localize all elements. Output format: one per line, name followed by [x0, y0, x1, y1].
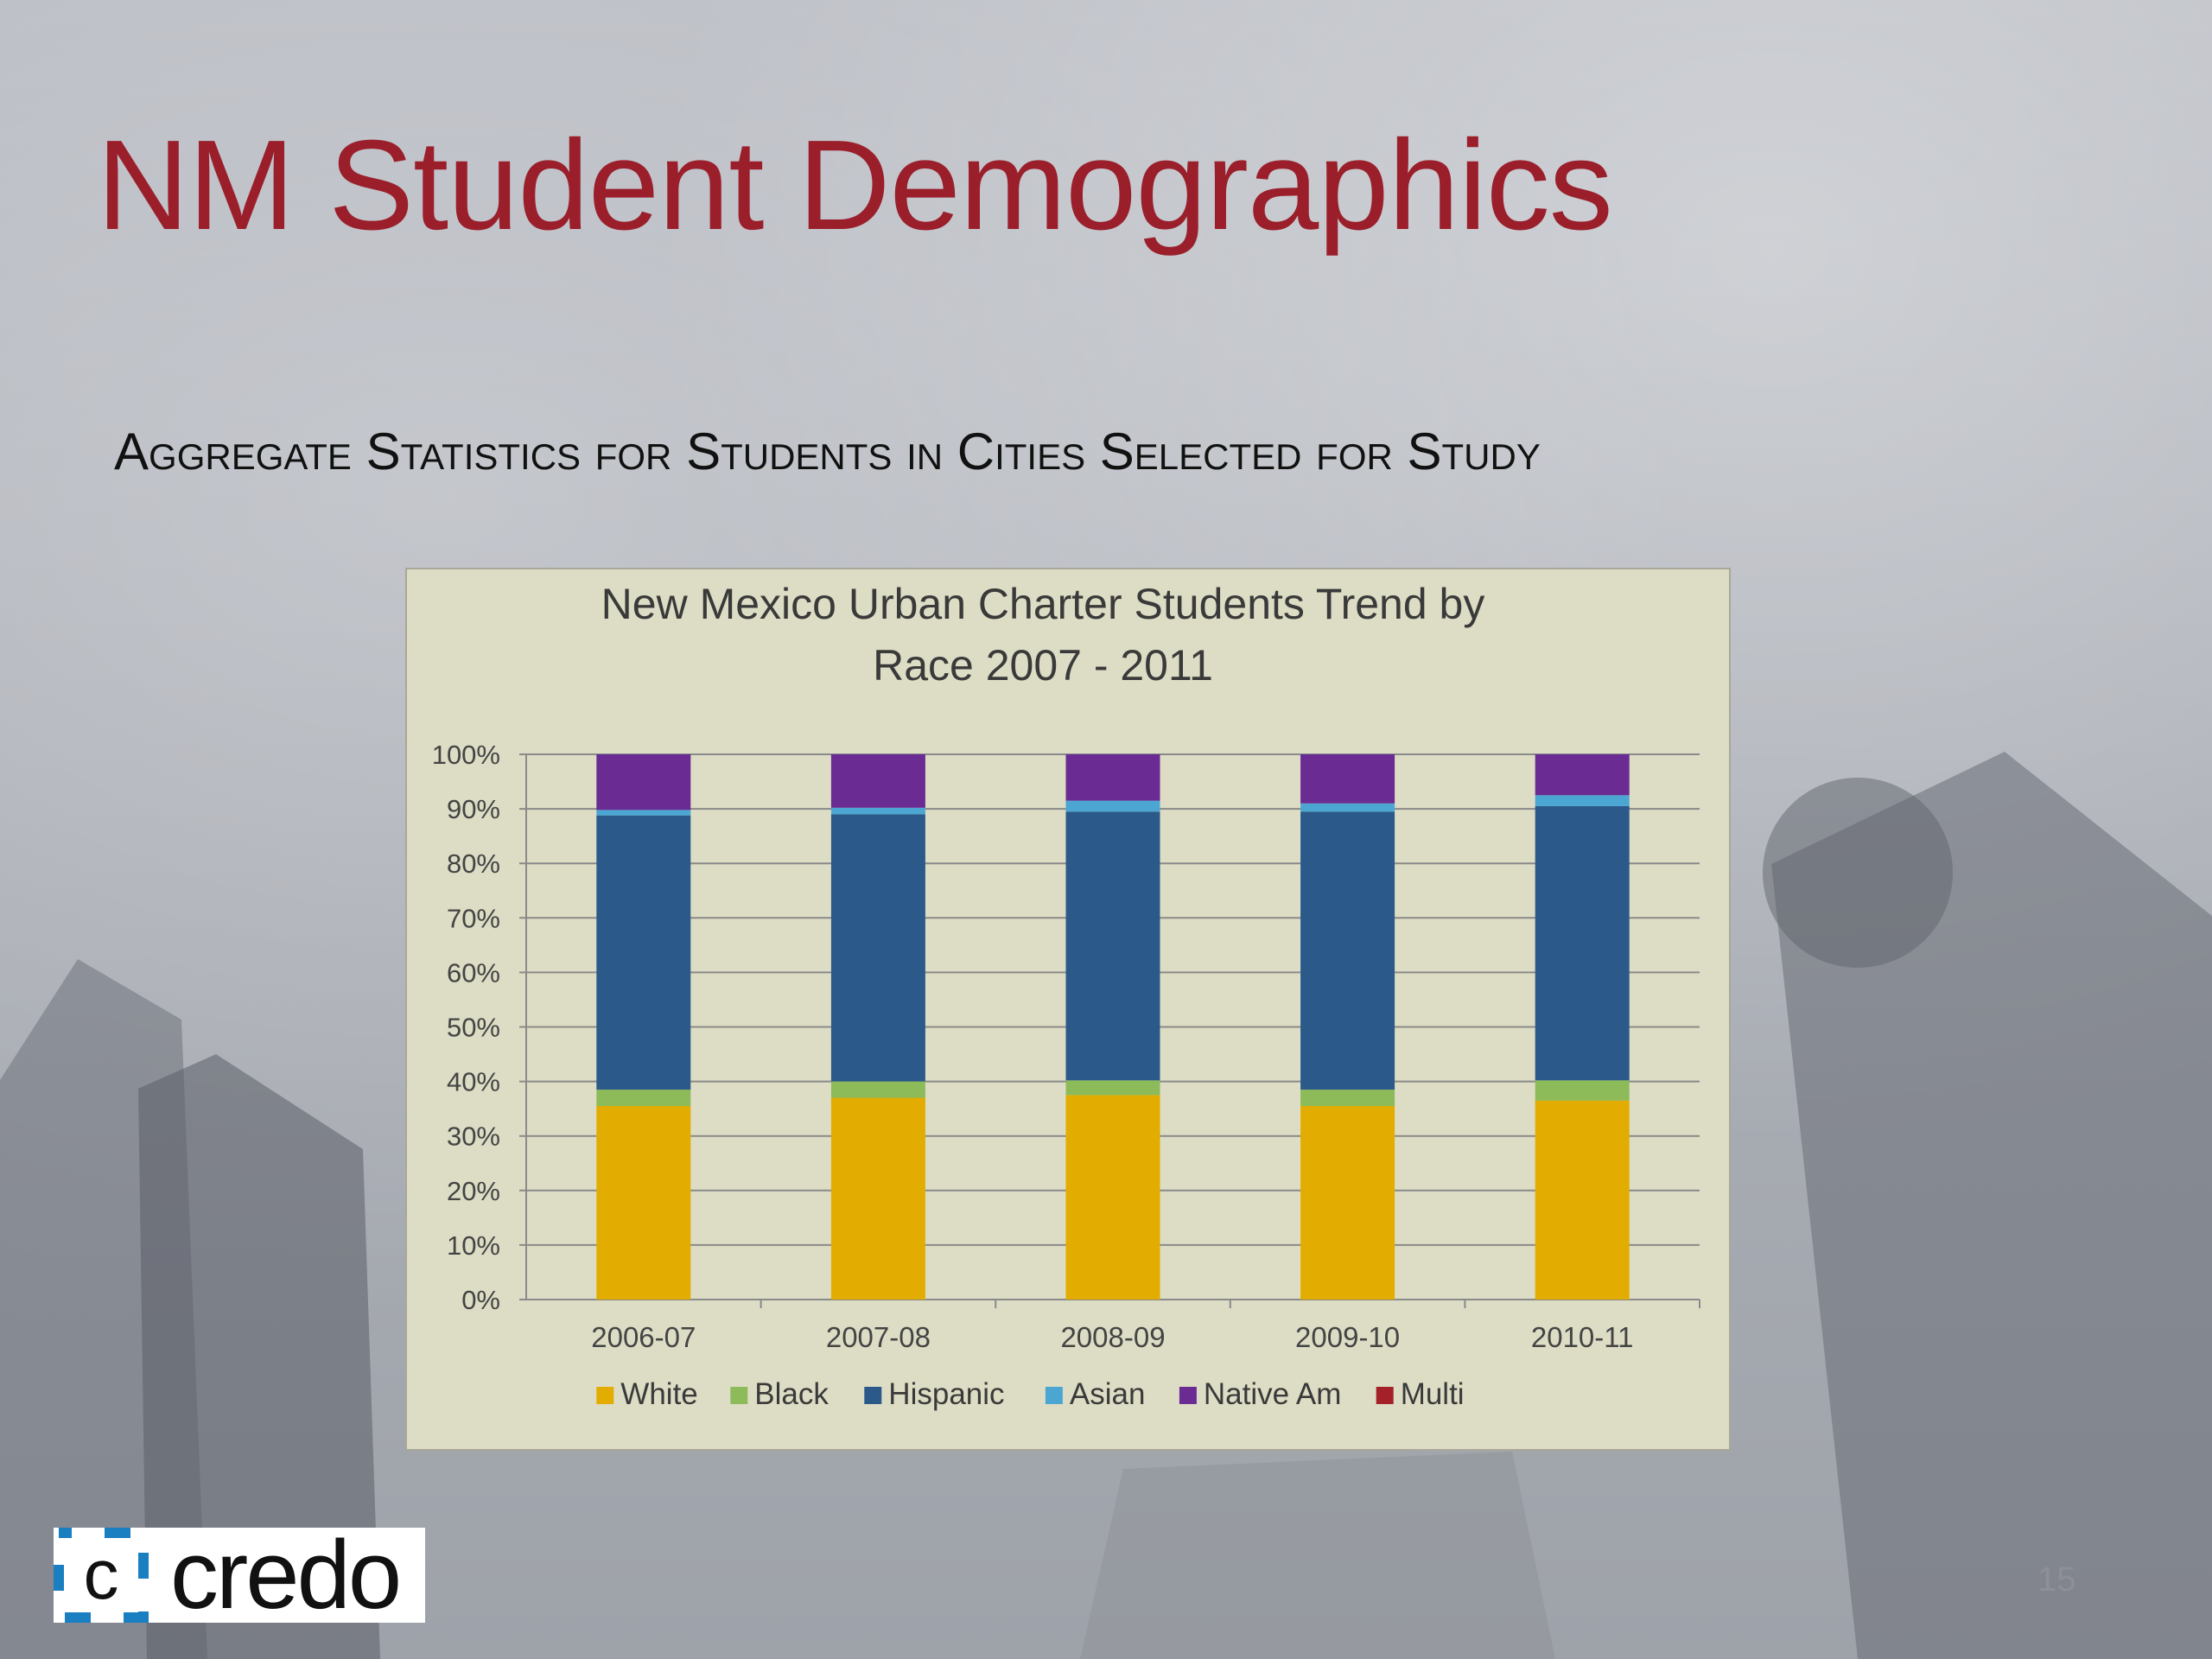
- y-tick-label: 10%: [447, 1230, 500, 1261]
- bar-segment-native-am: [1065, 754, 1160, 801]
- y-tick-label: 50%: [447, 1013, 500, 1043]
- bar-segment-asian: [1300, 803, 1395, 812]
- legend-swatch: [1179, 1387, 1197, 1404]
- y-tick-label: 40%: [447, 1067, 500, 1097]
- y-tick-label: 90%: [447, 794, 500, 824]
- chart-title-line: Race 2007 - 2011: [873, 641, 1213, 690]
- legend-swatch: [730, 1387, 748, 1404]
- bar-segment-black: [1535, 1080, 1630, 1101]
- bar-segment-hispanic: [830, 814, 925, 1082]
- bar-segment-native-am: [1535, 754, 1630, 796]
- bar-segment-white: [1065, 1095, 1160, 1300]
- x-tick-label: 2009-10: [1295, 1321, 1400, 1353]
- bar-segment-hispanic: [596, 815, 691, 1090]
- bar-segment-asian: [596, 810, 691, 816]
- legend-label: Native Am: [1204, 1377, 1342, 1411]
- bar-segment-black: [1300, 1090, 1395, 1106]
- y-tick-label: 80%: [447, 849, 500, 879]
- bar-segment-hispanic: [1535, 805, 1630, 1081]
- page-number: 15: [2037, 1560, 2076, 1599]
- bar-segment-asian: [830, 807, 925, 815]
- legend-swatch: [596, 1387, 614, 1404]
- bar-segment-white: [596, 1105, 691, 1300]
- bar-segment-white: [1535, 1100, 1630, 1300]
- bar-segment-native-am: [1300, 754, 1395, 804]
- y-tick-label: 60%: [447, 957, 500, 988]
- bar-segment-black: [596, 1090, 691, 1106]
- bar-segment-native-am: [596, 754, 691, 810]
- bar-segment-asian: [1065, 800, 1160, 812]
- bar-segment-asian: [1535, 795, 1630, 806]
- bar-segment-native-am: [830, 754, 925, 808]
- svg-text:c: c: [84, 1535, 119, 1614]
- x-tick-label: 2006-07: [591, 1321, 696, 1353]
- legend-label: Multi: [1401, 1377, 1465, 1411]
- y-tick-label: 30%: [447, 1122, 500, 1152]
- credo-logo-mark: c: [54, 1528, 149, 1623]
- chart-panel: New Mexico Urban Charter Students Trend …: [405, 568, 1731, 1451]
- legend-label: Asian: [1070, 1377, 1146, 1411]
- logo-wordmark: credo: [170, 1521, 402, 1629]
- slide-title: NM Student Demographics: [97, 114, 1613, 257]
- bar-segment-hispanic: [1300, 811, 1395, 1090]
- y-tick-label: 0%: [461, 1285, 500, 1315]
- bar-segment-black: [1065, 1080, 1160, 1096]
- x-tick-label: 2007-08: [826, 1321, 931, 1353]
- y-tick-label: 20%: [447, 1176, 500, 1206]
- legend-label: White: [620, 1377, 697, 1411]
- x-tick-label: 2010-11: [1531, 1321, 1634, 1353]
- y-tick-label: 100%: [432, 740, 500, 770]
- bar-segment-white: [830, 1097, 925, 1300]
- legend-swatch: [1376, 1387, 1394, 1404]
- bar-segment-hispanic: [1065, 811, 1160, 1081]
- legend-swatch: [1045, 1387, 1063, 1404]
- credo-logo: c credo: [54, 1521, 425, 1629]
- legend-swatch: [864, 1387, 882, 1404]
- chart-title-line: New Mexico Urban Charter Students Trend …: [601, 580, 1485, 628]
- y-tick-label: 70%: [447, 903, 500, 933]
- bar-segment-black: [830, 1081, 925, 1098]
- bar-segment-white: [1300, 1105, 1395, 1300]
- stacked-bar-chart: New Mexico Urban Charter Students Trend …: [432, 580, 1700, 1411]
- legend-label: Hispanic: [888, 1377, 1004, 1411]
- x-tick-label: 2008-09: [1060, 1321, 1165, 1353]
- legend-label: Black: [754, 1377, 829, 1411]
- slide-subtitle: Aggregate Statistics for Students in Cit…: [114, 423, 1541, 480]
